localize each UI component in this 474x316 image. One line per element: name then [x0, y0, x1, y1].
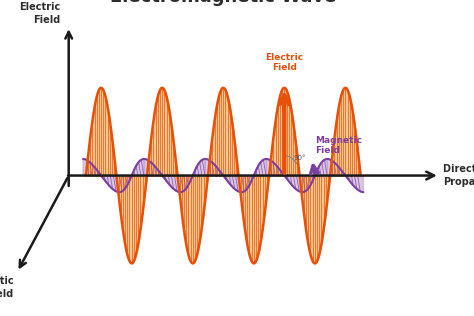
Polygon shape [241, 159, 266, 192]
Polygon shape [180, 159, 205, 192]
Text: Magnetic
Field: Magnetic Field [0, 276, 14, 299]
Text: Electric
Field: Electric Field [19, 2, 60, 25]
Polygon shape [205, 159, 241, 192]
Polygon shape [328, 159, 364, 192]
Polygon shape [266, 159, 302, 192]
Text: Magnetic
Field: Magnetic Field [316, 136, 363, 155]
Polygon shape [302, 159, 328, 192]
Polygon shape [83, 159, 119, 192]
Text: 90°: 90° [294, 155, 307, 161]
Text: Direction of
Propagation: Direction of Propagation [443, 164, 474, 187]
Polygon shape [119, 159, 144, 192]
Text: Electric
Field: Electric Field [265, 52, 303, 72]
Text: Electromagnetic Wave: Electromagnetic Wave [110, 0, 337, 6]
Polygon shape [144, 159, 180, 192]
